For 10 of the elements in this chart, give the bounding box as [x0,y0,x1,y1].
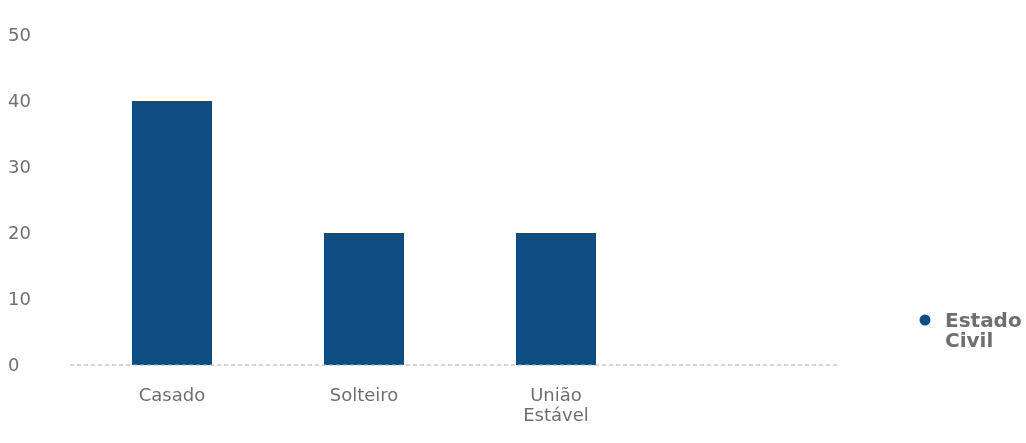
y-tick-label: 0 [8,354,20,376]
y-tick-label: 20 [8,222,31,244]
legend-label: Estado Civil [945,308,1022,352]
x-tick-label: União Estável [523,383,589,426]
y-tick-label: 50 [8,24,31,46]
x-tick-label: Solteiro [329,383,399,405]
y-tick-label: 10 [8,288,31,310]
y-tick-label: 30 [8,156,31,178]
y-tick-label: 40 [8,90,31,112]
x-tick-label: Casado [138,383,206,405]
